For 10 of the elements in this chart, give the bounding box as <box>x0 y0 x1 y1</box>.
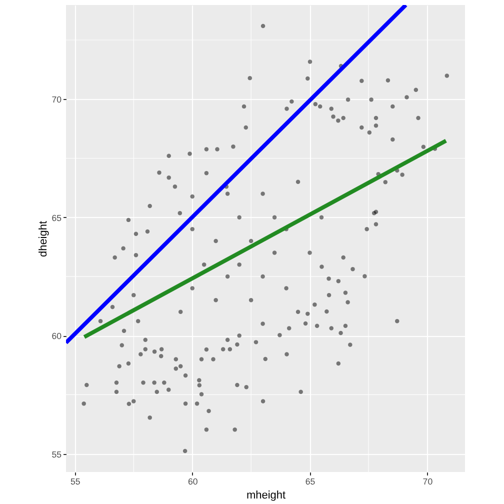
y-tick-label: 60 <box>52 331 62 342</box>
y-tick-label: 70 <box>52 94 62 105</box>
x-tick-label: 65 <box>305 476 316 486</box>
x-tick-label: 60 <box>188 476 198 486</box>
y-axis-title: dheight <box>38 220 50 258</box>
x-axis-title: mheight <box>246 489 286 502</box>
y-tick-label: 55 <box>52 449 62 460</box>
y-tick-label: 65 <box>52 212 62 223</box>
x-tick-label: 55 <box>70 476 80 486</box>
x-tick-label: 70 <box>422 476 433 486</box>
